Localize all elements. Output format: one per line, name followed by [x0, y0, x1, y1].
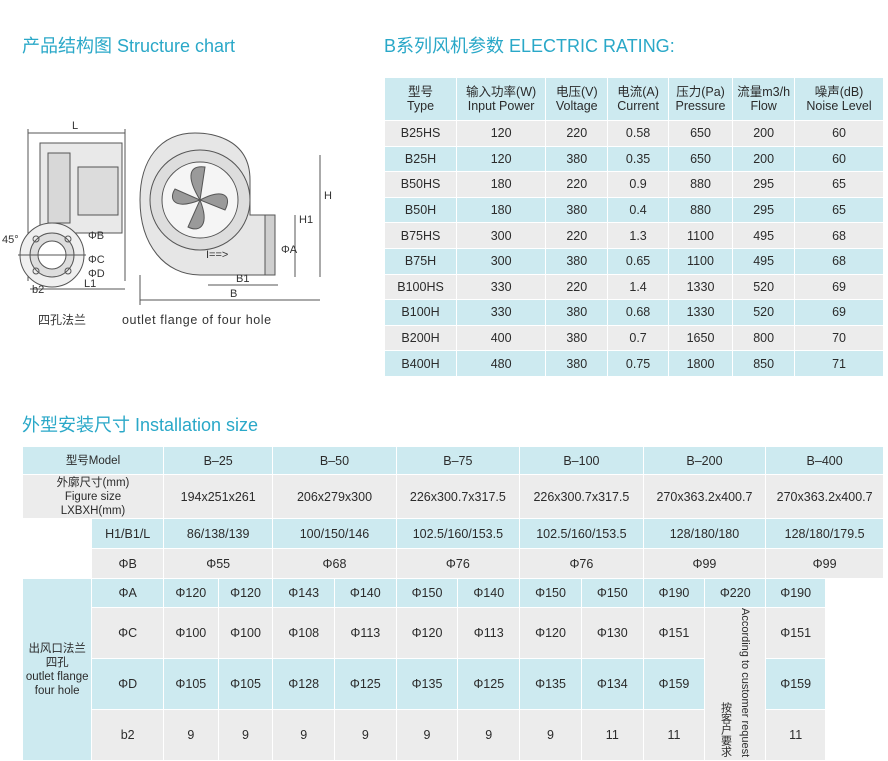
header-noise: 噪声(dB) Noise Level [794, 77, 884, 121]
dim-phiA: ΦA [281, 244, 298, 256]
note-cn: 按客户要求 [719, 702, 732, 758]
table-row: B50HS 180 220 0.9 880 295 65 [383, 171, 884, 198]
electric-rating-heading: B系列风机参数 ELECTRIC RATING: [384, 36, 675, 56]
h-b1-l-row: H1/B1/L 86/138/139 100/150/146 102.5/160… [21, 518, 884, 579]
airflow-arrow: I==> [206, 249, 228, 261]
phi-b-row: ΦB Φ55 Φ68 Φ76 Φ76 Φ99 Φ99 [23, 548, 884, 579]
model-b400: B–400 [765, 446, 884, 475]
dim-phiC: ΦC [88, 254, 105, 266]
dim-L1: L1 [84, 278, 96, 290]
dim-phiB: ΦB [88, 230, 104, 242]
caption-four-hole-flange-cn: 四孔法兰 [38, 313, 86, 327]
table-row: B100H 330 380 0.68 1330 520 69 [383, 299, 884, 326]
table-header-row: 型号 Type 输入功率(W) Input Power 电压(V) Voltage 电… [383, 77, 884, 121]
installation-size-table: 型号Model B–25 B–50 B–75 B–100 B–200 B–400… [21, 446, 884, 761]
structure-chart-heading: 产品结构图 Structure chart [22, 36, 236, 56]
model-b100: B–100 [519, 446, 644, 475]
structure-diagram: L 45° ΦB ΦC ΦD b2 L1 H H1 ΦA B1 B I==> 四… [2, 120, 332, 327]
table-row: B200H 400 380 0.7 1650 800 70 [383, 324, 884, 352]
figure-size-row: 外廓尺寸(mm) Figure size LXBXH(mm) 194x251x261… [22, 474, 884, 519]
table-row: B25H 120 380 0.35 650 200 60 [383, 145, 884, 173]
header-current: 电流(A) Current [607, 77, 669, 121]
model-b200: B–200 [642, 446, 767, 475]
dim-b2: b2 [32, 284, 44, 296]
h-b1-l-label: H1/B1/L [91, 518, 164, 549]
phi-a-label: ΦA [91, 578, 164, 608]
table-row: B400H 480 380 0.75 1800 850 71 [383, 350, 884, 377]
table-row: B25HS 120 220 0.58 650 200 60 [383, 120, 884, 147]
b2-label: b2 [91, 709, 164, 761]
phi-c-row: ΦC Φ100 Φ100 Φ108 Φ113 Φ120 Φ113 Φ120 Φ1… [23, 606, 884, 761]
header-power: 输入功率(W) Input Power [456, 77, 547, 121]
dim-deg: 45° [2, 234, 19, 246]
electric-rating-table: 型号 Type 输入功率(W) Input Power 电压(V) Voltage 电… [383, 77, 884, 377]
note-en: According to customer request [738, 608, 751, 758]
table-row: B75H 300 380 0.65 1100 495 68 [383, 247, 884, 275]
model-label: 型号Model [22, 446, 164, 475]
dim-B: B [230, 288, 237, 300]
phi-b-label: ΦB [91, 548, 164, 579]
dim-H: H [324, 190, 332, 202]
outlet-flange-label: 出风口法兰 四孔 outlet flange four hole [21, 577, 93, 761]
dim-H1: H1 [299, 214, 313, 226]
dim-B1: B1 [236, 273, 249, 285]
header-pressure: 压力(Pa) Pressure [667, 77, 734, 121]
caption-outlet-flange: outlet flange of four hole [122, 313, 272, 327]
dim-L: L [72, 120, 78, 132]
model-row: 型号Model B–25 B–50 B–75 B–100 B–200 B–400 [22, 446, 884, 475]
header-flow: 流量m3/h Flow [732, 77, 796, 121]
model-b75: B–75 [395, 446, 521, 475]
table-row: B75HS 300 220 1.3 1100 495 68 [383, 222, 884, 249]
model-b25: B–25 [162, 446, 274, 475]
dim-phiD: ΦD [88, 268, 105, 280]
header-voltage: 电压(V) Voltage [545, 77, 609, 121]
table-row: B50H 180 380 0.4 880 295 65 [383, 196, 884, 224]
figure-size-label: 外廓尺寸(mm) Figure size LXBXH(mm) [22, 474, 164, 519]
phi-c-label: ΦC [91, 606, 164, 660]
phi-a-row: 出风口法兰 四孔 outlet flange four hole ΦA Φ120 Φ1… [21, 577, 884, 761]
customer-request-note: 按客户要求 According to customer request [704, 606, 767, 761]
installation-size-heading: 外型安装尺寸 Installation size [22, 415, 259, 435]
phi-d-label: ΦD [91, 658, 164, 711]
header-type: 型号 Type [383, 77, 458, 121]
table-row: B100HS 330 220 1.4 1330 520 69 [383, 273, 884, 301]
model-b50: B–50 [272, 446, 397, 475]
